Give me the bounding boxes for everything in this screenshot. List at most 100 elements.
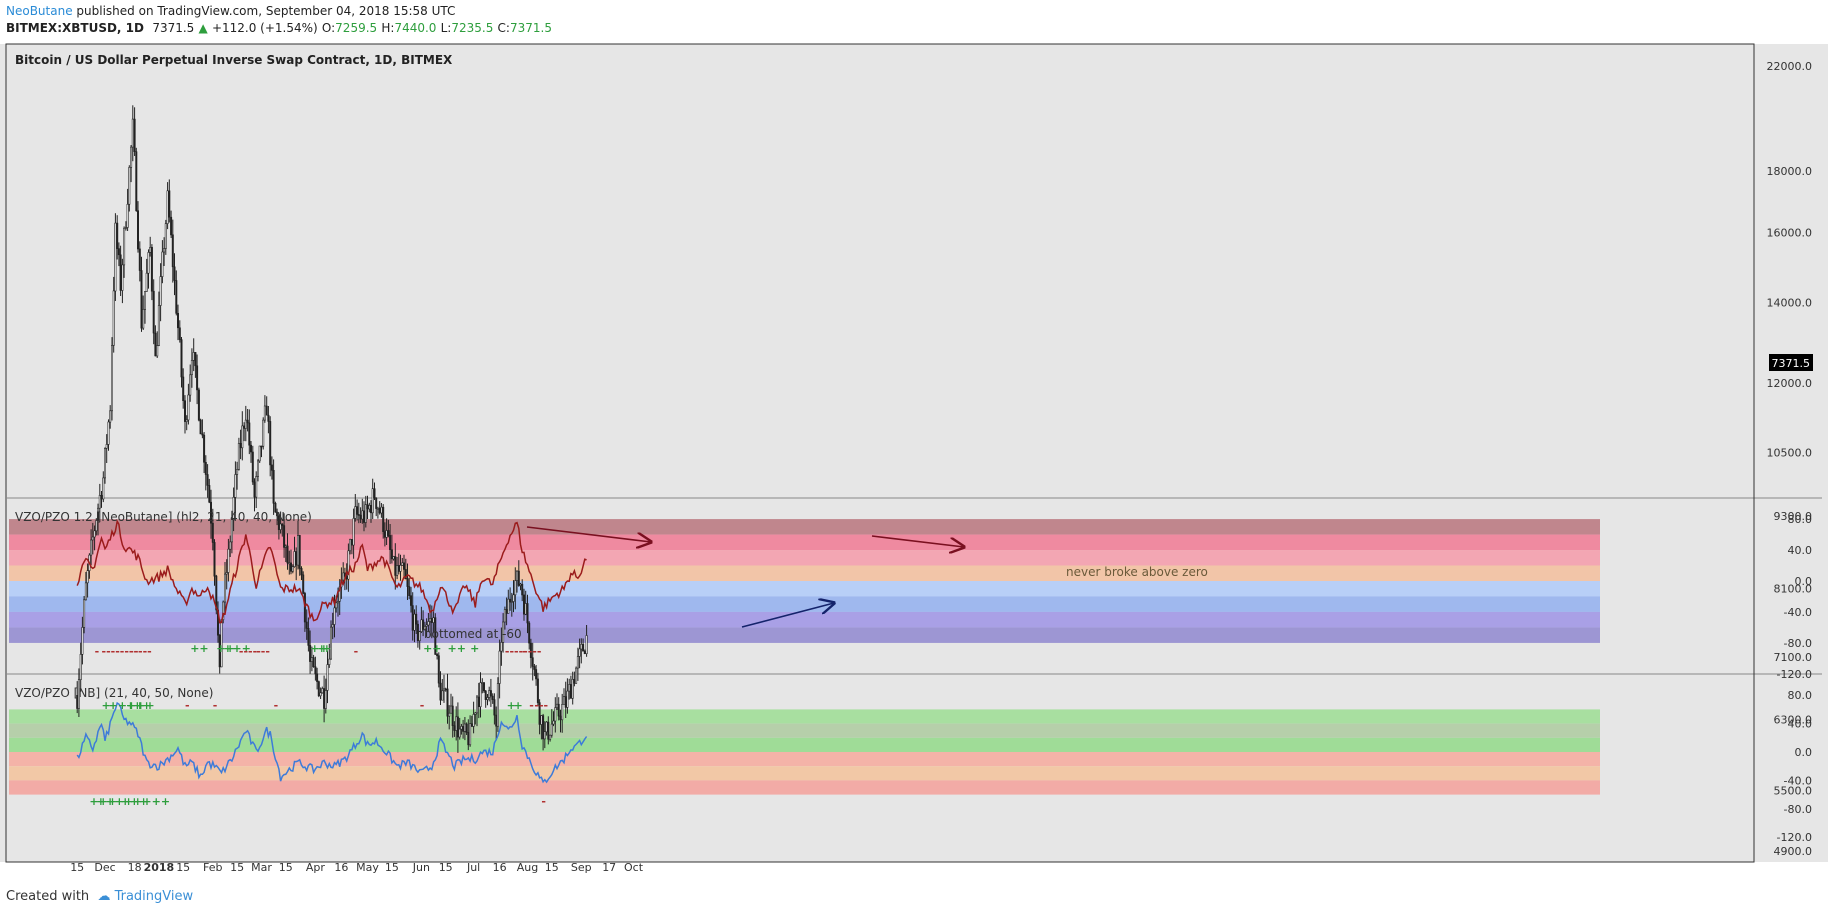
candle-body [232,496,235,520]
candle-body [566,690,569,708]
vzo-band-5 [9,780,1600,795]
candle-body [486,697,489,700]
candle-body [180,339,183,378]
candle-body [166,190,169,224]
candle-body [357,514,360,516]
divergence-arrow-2[interactable] [871,535,964,547]
annotation-bottomed[interactable]: bottomed at -60 [424,627,522,641]
candle-body [241,425,244,449]
tradingview-logo-icon: ☁ [97,889,111,904]
pzo-plus-signal: + [470,642,479,655]
candle-body [441,690,444,701]
candle-body [102,477,105,500]
candle-body [227,548,230,573]
candle-body [213,542,216,577]
candle-body [269,421,272,466]
candle-body [161,251,164,277]
candle-body [170,216,173,236]
candle-body [474,712,477,715]
price-tick-label: 7100.0 [1774,651,1813,664]
candle-body [111,345,114,412]
candle-body [150,247,153,292]
candle-body [105,444,108,449]
candle-body [288,562,291,565]
price-tick-label: 4900.0 [1774,845,1813,858]
candle-body [149,247,152,253]
pzo-plus-signal: + [317,642,326,655]
candle-body [413,613,416,631]
candle-body [369,504,372,514]
candle-body [491,695,494,700]
pzo-band-6 [9,611,1600,628]
candle-body [312,657,315,667]
candle-body [295,551,298,566]
candle-body [442,688,445,692]
tradingview-link[interactable]: TradingView [114,889,194,904]
candle-body [585,635,588,655]
candle-body [489,690,492,697]
vzo-plus-signal: +++++ [109,699,155,712]
candle-body [350,539,353,546]
candle-body [251,451,254,483]
close-value: 7371.5 [509,21,552,35]
divergence-arrow-3[interactable] [741,603,834,628]
last-price-badge-label: 7371.5 [1772,357,1811,370]
candle-body [500,642,503,652]
price-tick-label: 18000.0 [1767,165,1813,178]
candle-body [95,520,98,532]
published-text: published on TradingView.com, September … [76,4,456,18]
candle-body [510,601,513,603]
price-pane-title: Bitcoin / US Dollar Perpetual Inverse Sw… [15,53,453,67]
high-label: H: [381,21,395,35]
candle-body [425,624,428,627]
pzo-minus-signal: ---- [239,645,257,658]
candle-body [352,518,355,546]
vzo-minus-signal: - [529,699,534,712]
candle-body [402,562,405,570]
candle-body [533,666,536,670]
candle-body [502,621,505,643]
candle-body [284,545,287,548]
high-value: 7440.0 [394,21,437,35]
pzo-band-7 [9,627,1600,643]
candle-body [265,405,268,416]
pzo-tick-label: -40.0 [1784,606,1812,619]
candle-body [112,290,115,346]
candle-body [415,613,418,625]
divergence-arrow-1[interactable] [526,526,651,542]
annotation-never-broke[interactable]: never broke above zero [1066,565,1208,579]
pzo-tick-label: -120.0 [1777,668,1812,681]
candle-body [399,564,402,572]
time-tick-label: 17 [602,861,616,874]
time-tick-label: Jul [466,861,480,874]
author-name[interactable]: NeoButane [6,4,73,18]
candle-body [375,497,378,509]
candle-body [79,653,82,680]
vzo-minus-signal: - [274,699,279,712]
pzo-minus-signal: - [95,645,100,658]
candle-body [349,539,352,552]
candle-body [173,266,176,281]
candle-body [314,666,317,675]
candle-body [488,690,491,698]
candle-body [390,549,393,560]
candle-body [564,696,567,708]
candle-body [342,572,345,581]
candle-body [270,464,273,471]
candle-body [260,445,263,448]
candle-body [568,684,571,692]
time-tick-label: 15 [385,861,399,874]
candle-body [444,688,447,691]
vzo-series [76,701,588,784]
vzo-plus-signal: ++++++++ [96,795,170,808]
pzo-minus-signal: -- [129,645,138,658]
candle-body [434,617,437,655]
candle-body [281,523,284,526]
candle-body [189,374,192,396]
vzo-band-2 [9,737,1600,752]
price-tick-label: 22000.0 [1767,60,1813,73]
candle-body [540,715,543,725]
candle-body [84,582,87,601]
candle-body [509,598,512,603]
